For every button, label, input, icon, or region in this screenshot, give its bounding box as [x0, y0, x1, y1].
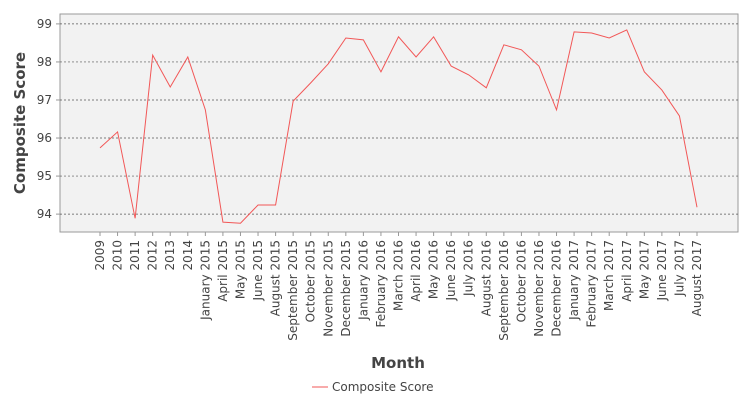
x-tick-label: November 2015 [321, 240, 335, 337]
x-tick-label: 2012 [146, 240, 160, 271]
x-tick-label: November 2016 [532, 240, 546, 337]
x-tick-label: October 2016 [514, 240, 528, 322]
x-tick-label: June 2015 [251, 240, 265, 302]
x-tick-label: March 2016 [392, 240, 406, 311]
x-tick-label: September 2015 [286, 240, 300, 341]
x-tick-label: August 2017 [690, 240, 704, 316]
y-tick-label: 96 [37, 131, 52, 145]
x-tick-label: 2013 [163, 240, 177, 271]
x-tick-label: December 2015 [339, 240, 353, 337]
x-tick-label: February 2017 [585, 240, 599, 328]
x-tick-label: October 2015 [304, 240, 318, 322]
x-tick-label: August 2016 [479, 240, 493, 316]
x-tick-label: January 2016 [356, 240, 370, 321]
x-tick-label: July 2016 [462, 240, 476, 297]
x-tick-label: January 2015 [198, 240, 212, 321]
y-tick-label: 98 [37, 55, 52, 69]
x-tick-label: September 2016 [497, 240, 511, 341]
x-tick-label: February 2016 [374, 240, 388, 328]
x-tick-label: December 2016 [550, 240, 564, 337]
x-tick-label: 2014 [181, 240, 195, 271]
x-tick-label: 2009 [93, 240, 107, 271]
x-tick-label: 2011 [128, 240, 142, 271]
x-tick-label: April 2015 [216, 240, 230, 302]
y-axis-label: Composite Score [11, 52, 29, 194]
y-tick-label: 97 [37, 93, 52, 107]
x-tick-label: June 2016 [444, 240, 458, 302]
x-tick-label: April 2017 [620, 240, 634, 302]
x-tick-label: 2010 [111, 240, 125, 271]
x-tick-label: May 2016 [427, 240, 441, 299]
y-tick-label: 94 [37, 207, 52, 221]
line [99, 29, 698, 224]
plot-area [59, 13, 739, 233]
x-tick-label: January 2017 [567, 240, 581, 321]
y-tick-label: 99 [37, 17, 52, 31]
legend-label: Composite Score [332, 380, 433, 394]
x-tick-label: May 2017 [637, 240, 651, 299]
x-tick-label: March 2017 [602, 240, 616, 311]
x-axis-label: Month [371, 354, 425, 372]
x-tick-label: August 2015 [269, 240, 283, 316]
x-tick-label: April 2016 [409, 240, 423, 302]
x-tick-label: June 2017 [655, 240, 669, 302]
x-tick-label: July 2017 [672, 240, 686, 297]
x-tick-label: May 2015 [233, 240, 247, 299]
y-tick-label: 95 [37, 169, 52, 183]
